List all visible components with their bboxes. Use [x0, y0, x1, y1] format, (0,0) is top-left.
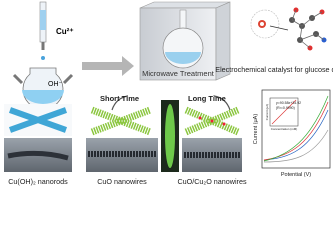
application-line: Electrochemical catalyst for glucose det…	[215, 65, 333, 74]
inset-y-label: Current (μA)	[265, 104, 269, 121]
reaction-flask	[12, 1, 74, 110]
time-arrow	[111, 95, 129, 111]
cu-ion-label: Cu²⁺	[56, 27, 74, 36]
process-arrow	[82, 56, 134, 76]
product-label: CuO nanowires	[97, 177, 147, 186]
application-label: Electrochemical catalyst for glucose det…	[215, 65, 333, 74]
cuo-cu2o-image	[182, 106, 242, 172]
hydroxide-label: OH⁻	[48, 81, 63, 88]
cuo-image	[86, 106, 158, 172]
molecule-illustration	[250, 7, 327, 51]
time-arrow	[213, 95, 231, 111]
fit-equation: y=90.58x+34.92	[276, 101, 301, 105]
fit-r2: (R²=0.9990)	[276, 106, 295, 110]
inset-x-label: Concentration (mM)	[271, 127, 298, 131]
x-axis-label: Potential (V)	[281, 172, 311, 178]
product-label: Cu(OH)₂ nanorods	[8, 177, 68, 186]
single-wire-image	[161, 100, 179, 172]
product-label: CuO/Cu₂O nanowires	[177, 177, 247, 186]
cv-plot	[261, 89, 331, 169]
microwave-vessel	[139, 1, 231, 81]
long-time-label: Long Time	[188, 94, 226, 103]
graphical-abstract: Cu²⁺ OH⁻ Microwave Treatment Electrochem…	[4, 1, 333, 186]
treatment-label: Microwave Treatment	[142, 69, 215, 78]
y-axis-label: Current (μA)	[253, 114, 259, 145]
nanorod-image	[4, 104, 72, 172]
short-time-label: Short Time	[100, 94, 139, 103]
